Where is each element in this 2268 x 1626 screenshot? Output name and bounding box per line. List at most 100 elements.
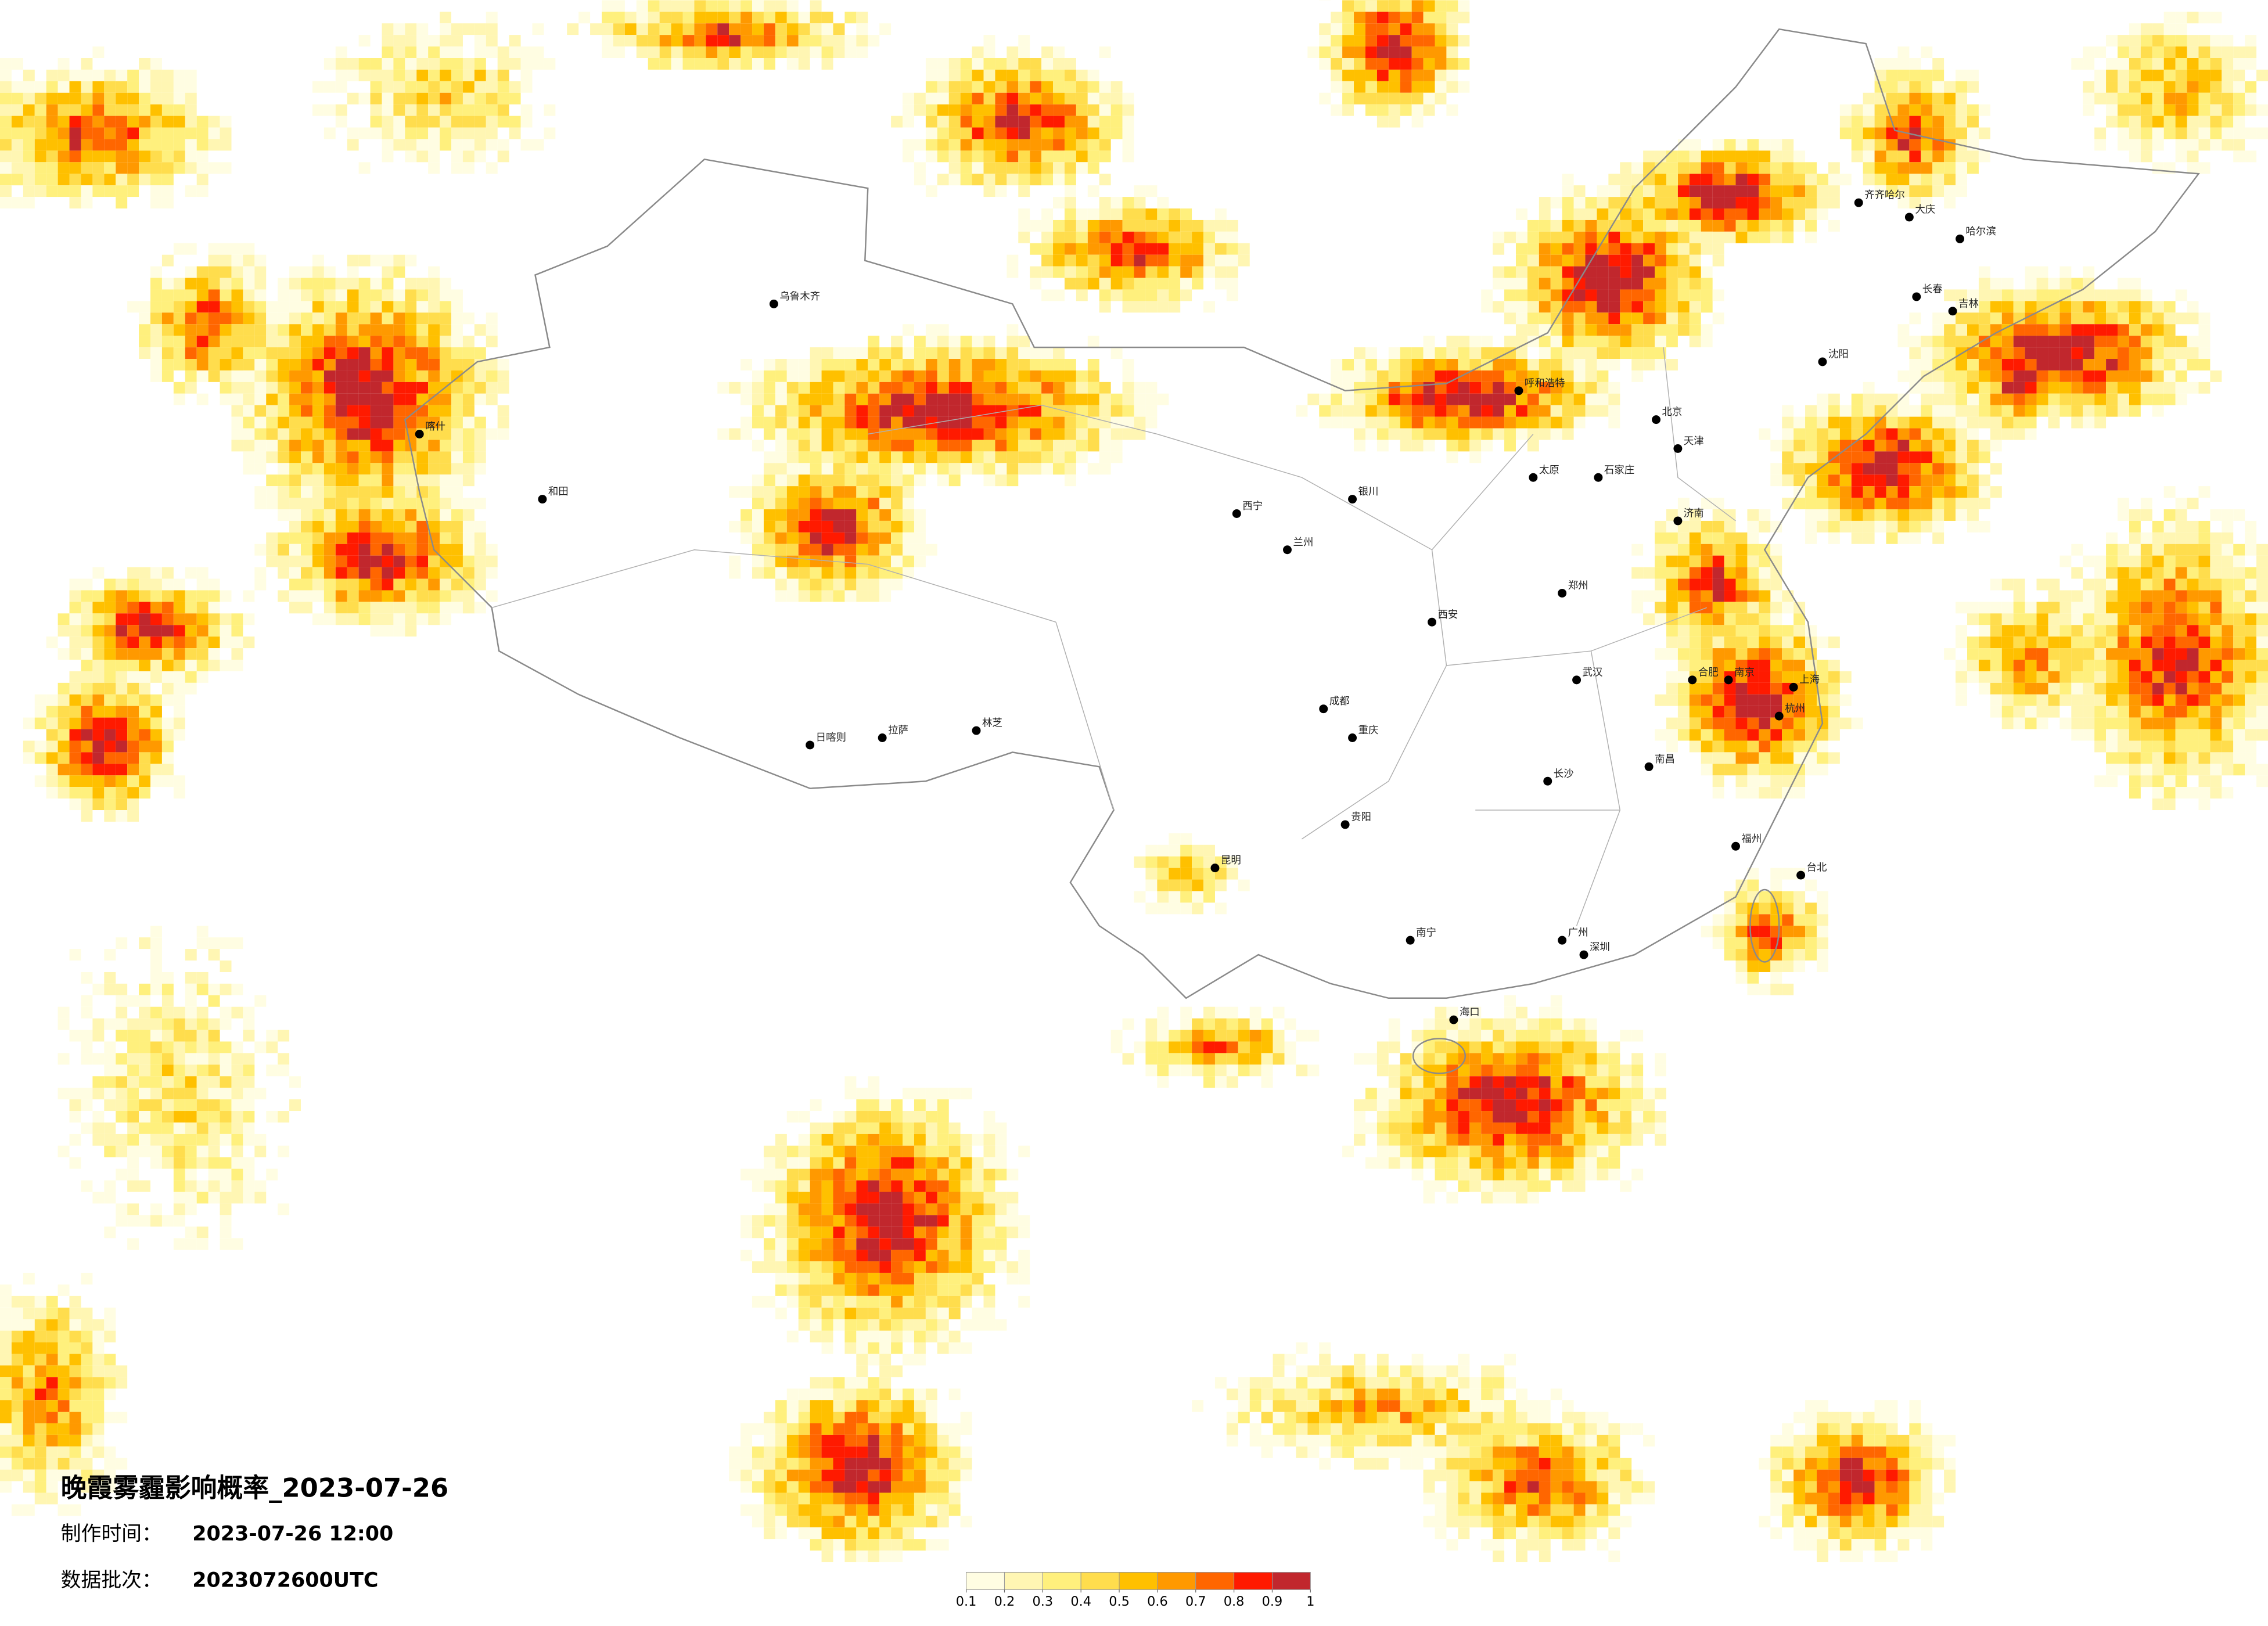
haze-cell [798,1296,810,1308]
haze-cell [741,532,753,544]
haze-cell [92,162,105,174]
haze-cell [1400,0,1412,12]
haze-cell [856,1354,868,1366]
haze-cell [1712,775,1724,787]
haze-cell [462,474,475,487]
haze-cell [301,532,312,544]
haze-cell [1828,1527,1840,1539]
haze-cell [1527,1516,1539,1528]
haze-cell [1376,416,1389,429]
haze-cell [879,532,892,544]
haze-cell [1573,185,1586,197]
haze-cell [1365,382,1377,394]
haze-cell [1573,359,1586,370]
haze-cell [301,312,312,325]
haze-cell [1585,1157,1597,1169]
haze-cell [1435,393,1447,405]
haze-cell [1747,150,1759,163]
haze-cell [1573,220,1586,232]
haze-cell [741,1215,753,1227]
haze-cell [1064,243,1076,255]
haze-cell [1666,740,1678,753]
haze-cell [879,1284,892,1296]
haze-cell [116,798,128,811]
haze-cell [879,1134,892,1146]
haze-cell [775,463,787,475]
haze-cell [23,104,35,116]
haze-cell [1469,1469,1482,1481]
haze-cell [995,440,1007,452]
haze-cell [370,613,382,625]
haze-cell [289,347,301,359]
haze-cell [1458,1122,1470,1134]
haze-cell [741,393,753,405]
haze-cell [393,312,405,325]
haze-cell [34,162,46,174]
haze-cell [1805,625,1817,637]
haze-cell [821,1434,833,1447]
haze-cell [948,1157,961,1169]
haze-cell [474,393,486,405]
haze-cell [1423,1180,1435,1192]
haze-cell [1504,1434,1516,1447]
haze-cell [1064,231,1076,243]
haze-cell [1527,231,1539,243]
haze-cell [1597,1122,1609,1134]
haze-cell [1956,393,1967,405]
haze-cell [1770,694,1782,706]
haze-cell [948,116,961,128]
haze-cell [161,81,174,93]
haze-cell [92,139,105,151]
haze-cell [1550,1469,1562,1481]
haze-cell [1469,370,1482,382]
haze-cell [1041,440,1054,452]
haze-cell [1307,1377,1320,1389]
haze-cell [1886,498,1898,510]
haze-cell [1666,301,1678,313]
haze-layer [0,0,2268,1563]
haze-cell [1897,370,1910,382]
haze-cell [428,393,440,405]
haze-cell [891,405,903,417]
haze-cell [1469,1122,1482,1134]
haze-cell [1376,370,1389,382]
haze-cell [925,1469,937,1481]
haze-cell [1342,1365,1354,1377]
haze-cell [1007,440,1019,452]
haze-cell [1018,81,1030,93]
haze-cell [1956,416,1967,429]
haze-cell [1562,1481,1574,1493]
haze-cell [428,301,440,313]
haze-cell [1747,717,1759,729]
haze-cell [1400,1458,1412,1470]
haze-cell [243,636,255,649]
haze-cell [1388,428,1400,440]
haze-cell [1446,428,1458,440]
haze-cell [983,69,995,81]
haze-cell [879,1469,892,1481]
haze-cell [1411,416,1424,429]
haze-cell [1967,416,1979,429]
haze-cell [1631,289,1644,301]
haze-cell [821,1342,833,1354]
haze-cell [474,520,486,533]
haze-cell [2083,393,2095,405]
haze-cell [810,1192,822,1204]
haze-cell [1331,1434,1343,1447]
haze-cell [2048,289,2060,301]
haze-cell [1677,301,1690,313]
haze-cell [1816,463,1828,475]
haze-cell [1573,405,1586,417]
haze-cell [1967,498,1979,510]
haze-cell [278,405,290,417]
haze-cell [1816,509,1828,521]
haze-cell [2071,393,2083,405]
haze-cell [57,613,70,625]
haze-cell [879,567,892,579]
haze-cell [335,532,347,544]
haze-cell [1631,590,1644,602]
haze-cell [775,1157,787,1169]
haze-cell [34,740,46,753]
haze-cell [1550,393,1562,405]
haze-cell [1388,1041,1400,1053]
